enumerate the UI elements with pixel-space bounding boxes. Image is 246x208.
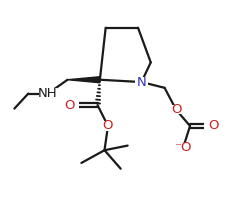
Bar — [204, 121, 217, 131]
Polygon shape — [68, 77, 100, 83]
Bar — [39, 88, 57, 99]
Text: O: O — [171, 103, 181, 116]
Text: ⁻O: ⁻O — [174, 141, 192, 154]
Bar — [135, 77, 148, 87]
Text: O: O — [208, 119, 218, 132]
Bar — [102, 121, 114, 131]
Bar — [66, 100, 78, 110]
Text: O: O — [65, 99, 75, 112]
Text: NH: NH — [38, 87, 58, 100]
Text: O: O — [103, 119, 113, 132]
Bar — [170, 105, 183, 114]
Text: N: N — [137, 76, 146, 89]
Bar — [176, 143, 191, 152]
